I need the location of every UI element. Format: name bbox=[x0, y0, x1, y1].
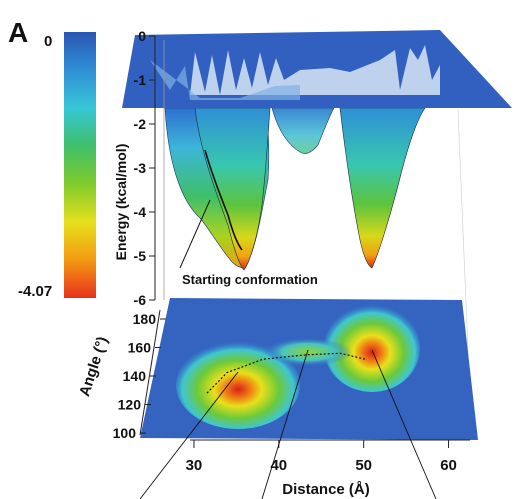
y-tick-label: 140 bbox=[123, 368, 147, 384]
minimum-bridge bbox=[264, 338, 352, 366]
y-axis-title: Angle (°) bbox=[76, 335, 111, 399]
starting-conformation-label: Starting conformation bbox=[182, 272, 318, 287]
annotation-arrow bbox=[179, 199, 211, 269]
y-axis-ticks: 100 120 140 160 180 bbox=[113, 311, 166, 441]
minimum-blob-right bbox=[324, 304, 420, 392]
surface-well-right bbox=[339, 107, 426, 269]
leader-line-left bbox=[139, 371, 239, 499]
z-tick-label: -6 bbox=[134, 292, 147, 308]
minimum-blob-left bbox=[176, 341, 300, 429]
leader-lines bbox=[139, 349, 437, 499]
surface-well-left bbox=[194, 107, 271, 271]
y-tick-label: 180 bbox=[133, 311, 157, 327]
energy-surface bbox=[122, 30, 512, 401]
surface-ridge-line bbox=[204, 149, 243, 251]
x-tick-label: 30 bbox=[186, 457, 203, 474]
x-axis-ticks: 30 40 50 60 bbox=[186, 440, 457, 474]
z-tick-label: -1 bbox=[134, 72, 147, 88]
surface-well-middle bbox=[271, 107, 335, 154]
projection-plane bbox=[140, 298, 478, 440]
x-tick-label: 60 bbox=[440, 457, 457, 474]
x-axis: 30 40 50 60 Distance (Å) bbox=[186, 439, 470, 498]
leader-line-right bbox=[371, 349, 437, 499]
z-axis-title: Energy (kcal/mol) bbox=[113, 144, 129, 261]
surface-top-ripples-blue bbox=[150, 60, 300, 100]
z-tick-label: -4 bbox=[134, 204, 147, 220]
z-tick-label: -3 bbox=[134, 160, 147, 176]
y-tick-label: 160 bbox=[128, 340, 152, 356]
z-tick-label: 0 bbox=[138, 28, 146, 44]
y-tick-label: 100 bbox=[113, 425, 137, 441]
panel-label: A bbox=[8, 17, 28, 48]
box-edge-right bbox=[457, 109, 471, 401]
y-tick-label: 120 bbox=[118, 397, 142, 413]
x-axis-title: Distance (Å) bbox=[282, 481, 370, 498]
y-axis-line bbox=[139, 309, 161, 436]
colorbar-bar bbox=[64, 32, 96, 298]
colorbar-min-label: -4.07 bbox=[18, 283, 52, 300]
x-tick-label: 50 bbox=[355, 457, 372, 474]
z-tick-label: -2 bbox=[134, 116, 147, 132]
pathway-dotted-line bbox=[206, 352, 366, 394]
leader-line-middle bbox=[261, 349, 309, 499]
x-tick-label: 40 bbox=[270, 457, 287, 474]
z-axis: 0 -1 -2 -3 -4 -5 -6 Energy (kcal/mol) bbox=[113, 28, 156, 308]
colorbar-max-label: 0 bbox=[44, 33, 52, 50]
surface-top-ripples bbox=[190, 45, 440, 95]
z-tick-label: -5 bbox=[134, 248, 147, 264]
colorbar: 0 -4.07 bbox=[18, 32, 96, 300]
z-axis-ticks: 0 -1 -2 -3 -4 -5 -6 bbox=[134, 28, 155, 308]
